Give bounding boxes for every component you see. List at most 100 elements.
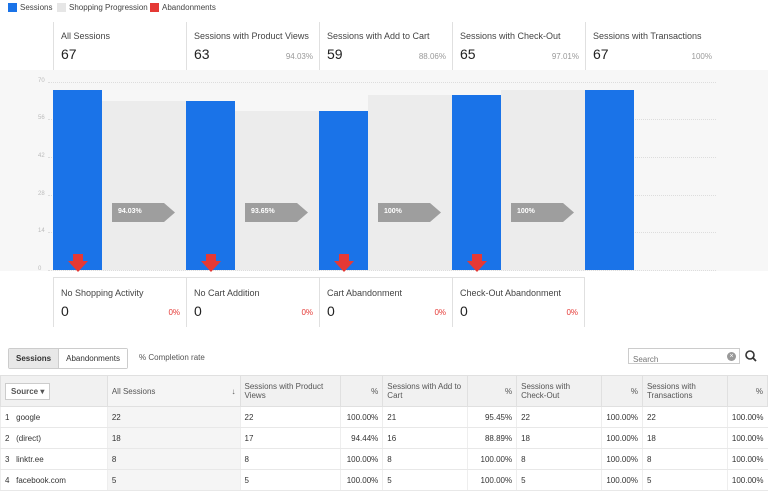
- stage-header-check-out[interactable]: Sessions with Check-Out 65 97.01%: [452, 22, 585, 70]
- table-row[interactable]: 3 linktr.ee 8 8 100.00% 8 100.00% 8 100.00% 8 100…: [0, 448, 768, 470]
- source-dimension-button[interactable]: Source ▾: [5, 382, 51, 400]
- check-out-cell: 18: [516, 427, 602, 449]
- tab-abandonments[interactable]: Abandonments: [59, 349, 127, 368]
- y-tick-label: 14: [38, 228, 45, 235]
- stage-title: Sessions with Add to Cart: [327, 31, 430, 41]
- percent-cell: 100.00%: [726, 406, 768, 428]
- stage-percent: 88.06%: [418, 52, 446, 61]
- stage-title: All Sessions: [61, 31, 111, 41]
- progression-arrow: 100%: [378, 203, 442, 222]
- y-tick-label: 28: [38, 190, 45, 197]
- table-row[interactable]: 2 (direct) 18 17 94.44% 16 88.89% 18 100.00% 18 1…: [0, 427, 768, 449]
- progression-band: [102, 100, 186, 270]
- all-sessions-cell: 8: [106, 448, 241, 470]
- abandonment-check-out-abandonment[interactable]: Check-Out Abandonment 0 0%: [452, 277, 585, 327]
- abandonment-title: Check-Out Abandonment: [460, 288, 562, 298]
- stage-percent: 97.01%: [551, 52, 579, 61]
- abandonment-cart-abandonment[interactable]: Cart Abandonment 0 0%: [319, 277, 452, 327]
- table-row[interactable]: 1 google 22 22 100.00% 21 95.45% 22 100.00% 22 10…: [0, 406, 768, 428]
- search-icon[interactable]: [742, 348, 760, 364]
- percent-cell: 100.00%: [600, 427, 643, 449]
- add-to-cart-cell: 16: [382, 427, 468, 449]
- completion-rate-toggle[interactable]: % Completion rate: [139, 353, 205, 362]
- legend-label: Sessions: [20, 3, 53, 12]
- check-out-cell: 5: [516, 469, 602, 491]
- column-header-percent[interactable]: %: [726, 375, 768, 407]
- percent-cell: 100.00%: [467, 448, 517, 470]
- search-input[interactable]: [629, 352, 727, 367]
- progression-arrow: 93.65%: [245, 203, 309, 222]
- percent-cell: 100.00%: [600, 469, 643, 491]
- legend-item-shopping-progression[interactable]: Shopping Progression: [57, 3, 148, 12]
- y-tick-label: 70: [38, 77, 45, 84]
- table-toolbar: Sessions Abandonments % Completion rate …: [0, 340, 768, 374]
- abandonment-title: Cart Abandonment: [327, 288, 403, 298]
- stage-title: Sessions with Check-Out: [460, 31, 561, 41]
- add-to-cart-cell: 21: [382, 406, 468, 428]
- gridline: [48, 270, 716, 271]
- funnel-bar-1[interactable]: [53, 89, 102, 270]
- all-sessions-cell: 22: [106, 406, 241, 428]
- percent-cell: 100.00%: [600, 406, 643, 428]
- progression-band: [501, 89, 585, 270]
- column-header-all-sessions[interactable]: All Sessions ↓: [106, 375, 241, 407]
- product-views-cell: 5: [239, 469, 341, 491]
- percent-cell: 94.44%: [340, 427, 383, 449]
- table-header-row: Source ▾ All Sessions ↓ Sessions with Pr…: [0, 375, 768, 407]
- stage-percent: 94.03%: [285, 52, 313, 61]
- stage-header-product-views[interactable]: Sessions with Product Views 63 94.03%: [186, 22, 319, 70]
- column-header-percent[interactable]: %: [467, 375, 518, 407]
- clear-icon[interactable]: ×: [727, 352, 736, 361]
- tab-sessions[interactable]: Sessions: [9, 349, 60, 368]
- stage-value: 67: [61, 46, 77, 62]
- funnel-table: Source ▾ All Sessions ↓ Sessions with Pr…: [0, 375, 768, 491]
- legend-item-abandonments[interactable]: Abandonments: [150, 3, 216, 12]
- abandonment-title: No Shopping Activity: [61, 288, 144, 298]
- add-to-cart-cell: 8: [382, 448, 468, 470]
- funnel-bar-2[interactable]: [186, 100, 235, 270]
- source-cell: 2 (direct): [0, 427, 108, 449]
- stage-title: Sessions with Transactions: [593, 31, 702, 41]
- legend-swatch-abandonments: [150, 3, 159, 12]
- stage-header-all-sessions[interactable]: All Sessions 67: [53, 22, 186, 70]
- abandonment-arrow-icon[interactable]: [68, 254, 88, 272]
- percent-cell: 100.00%: [340, 406, 383, 428]
- shopping-behavior-funnel: All Sessions 67 Sessions with Product Vi…: [0, 22, 768, 340]
- funnel-bar-5[interactable]: [585, 89, 634, 270]
- funnel-bar-3[interactable]: [319, 111, 368, 270]
- funnel-chart-area: 70 56 42 28 14 0: [0, 70, 768, 272]
- progression-rate: 94.03%: [118, 208, 142, 215]
- abandonment-arrow-icon[interactable]: [467, 254, 487, 272]
- column-header-percent[interactable]: %: [340, 375, 384, 407]
- column-header-add-to-cart[interactable]: Sessions with Add to Cart: [382, 375, 469, 407]
- abandonment-arrow-icon[interactable]: [334, 254, 354, 272]
- percent-cell: 100.00%: [726, 427, 768, 449]
- abandonment-title: No Cart Addition: [194, 288, 260, 298]
- column-label: Source: [11, 386, 39, 396]
- table-row[interactable]: 4 facebook.com 5 5 100.00% 5 100.00% 5 100.00% 5…: [0, 469, 768, 491]
- sort-arrow-down-icon: ↓: [231, 386, 236, 396]
- funnel-bar-4[interactable]: [452, 95, 501, 270]
- stage-header-transactions[interactable]: Sessions with Transactions 67 100%: [585, 22, 718, 70]
- legend-item-sessions[interactable]: Sessions: [8, 3, 52, 12]
- stage-percent: 100%: [691, 52, 712, 61]
- abandonment-percent: 0%: [434, 308, 446, 317]
- column-label: All Sessions: [111, 386, 156, 396]
- abandonment-no-cart-addition[interactable]: No Cart Addition 0 0%: [186, 277, 319, 327]
- search-box: ×: [628, 348, 740, 367]
- column-header-percent[interactable]: %: [600, 375, 643, 407]
- all-sessions-cell: 18: [106, 427, 241, 449]
- column-header-product-views[interactable]: Sessions with Product Views: [239, 375, 342, 407]
- legend-swatch-progression: [57, 3, 66, 12]
- percent-cell: 100.00%: [726, 469, 768, 491]
- column-header-check-out[interactable]: Sessions with Check-Out: [516, 375, 602, 407]
- stage-header-add-to-cart[interactable]: Sessions with Add to Cart 59 88.06%: [319, 22, 452, 70]
- source-cell: 1 google: [0, 406, 108, 428]
- progression-band: [368, 95, 452, 270]
- abandonment-arrow-icon[interactable]: [201, 254, 221, 272]
- chevron-down-icon: ▾: [40, 386, 45, 396]
- column-header-transactions[interactable]: Sessions with Transactions: [641, 375, 728, 407]
- progression-band: [235, 111, 319, 270]
- abandonment-no-shopping-activity[interactable]: No Shopping Activity 0 0%: [53, 277, 186, 327]
- column-header-source[interactable]: Source ▾: [0, 375, 108, 407]
